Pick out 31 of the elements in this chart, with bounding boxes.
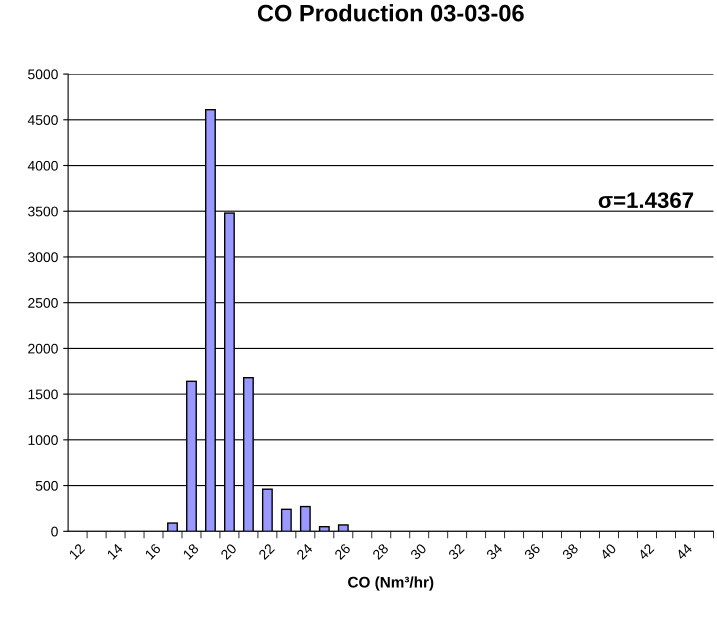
x-tick-label: 20	[220, 543, 238, 560]
y-tick-label: 3000	[28, 252, 58, 262]
y-tick-label: 4000	[28, 160, 58, 171]
x-tick-label: 44	[675, 543, 693, 560]
y-tick-label: 1500	[28, 389, 58, 400]
x-tick-label: 16	[144, 543, 162, 560]
x-tick-label: 42	[637, 543, 654, 560]
x-tick-label: 26	[334, 543, 351, 560]
x-tick-label: 24	[296, 542, 314, 560]
x-tick-label: 36	[524, 543, 541, 560]
y-tick-label: 500	[36, 480, 58, 491]
x-tick-label: 40	[599, 543, 617, 560]
x-tick-label: 38	[562, 543, 579, 560]
x-tick-label: 12	[68, 543, 86, 560]
x-tick-label: 30	[410, 543, 427, 560]
x-tick-label: 22	[258, 543, 275, 560]
y-tick-label: 4500	[28, 115, 58, 125]
x-tick-label: 34	[486, 542, 503, 560]
x-tick-label: 28	[372, 543, 389, 560]
chart-title: CO Production 03-03-06	[258, 4, 524, 22]
annotation: σ=1.4367	[598, 192, 694, 208]
y-tick-label: 3500	[28, 206, 58, 216]
x-axis-title: CO (Nm³/hr)	[348, 576, 434, 591]
y-tick-label: 5000	[28, 69, 58, 80]
y-tick-label: 2500	[28, 298, 58, 308]
y-tick-label: 2000	[28, 344, 58, 354]
x-tick-label: 32	[448, 543, 465, 560]
y-tick-label: 0	[51, 526, 58, 536]
y-tick-label: 1000	[28, 435, 58, 446]
x-tick-label: 14	[106, 543, 124, 560]
x-tick-label: 18	[182, 543, 200, 560]
